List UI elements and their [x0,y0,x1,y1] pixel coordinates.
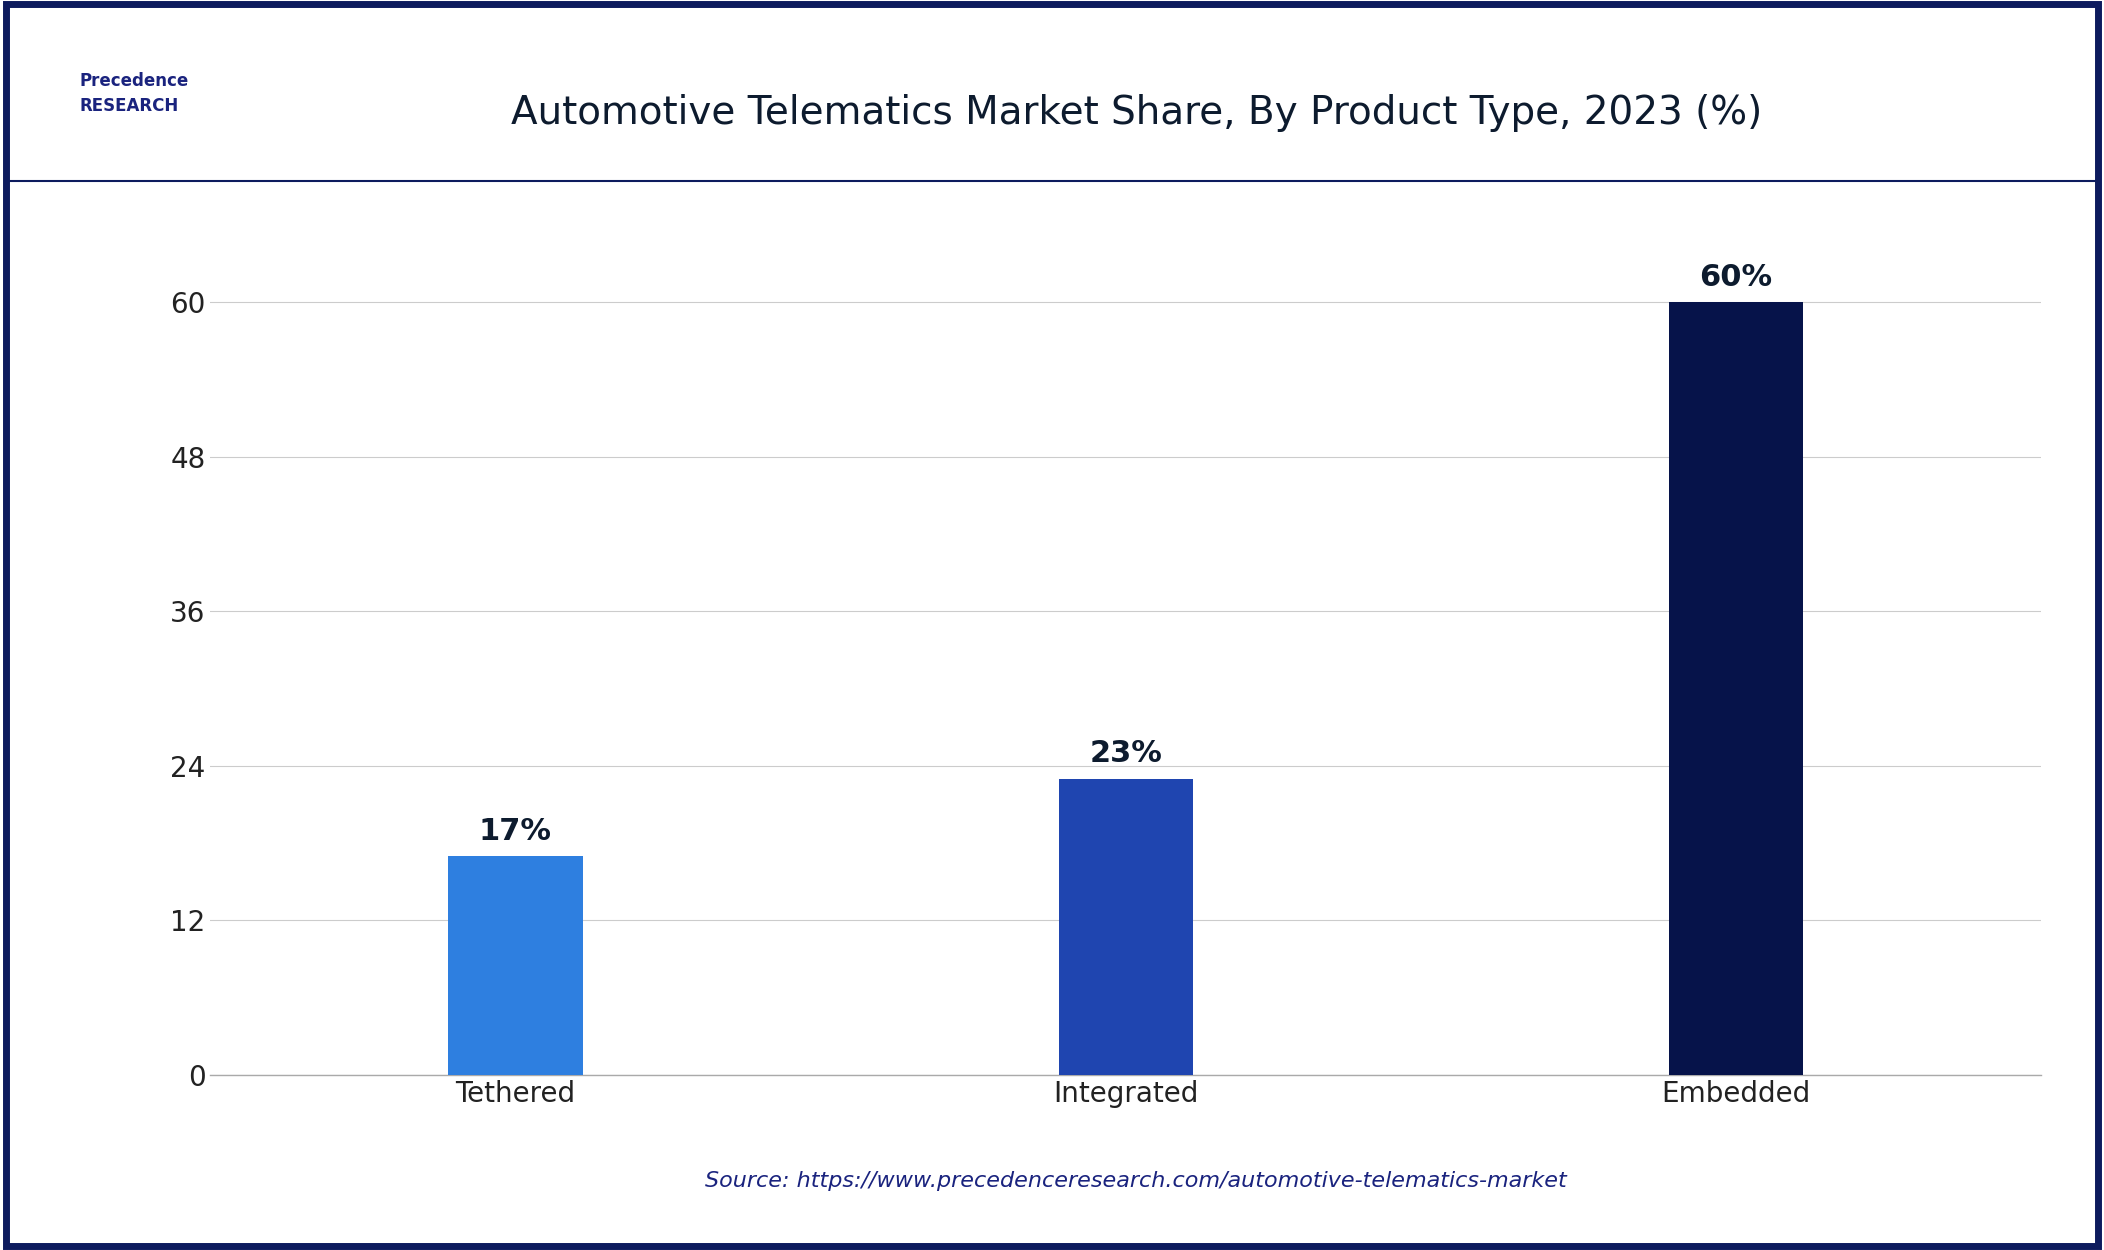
Text: 60%: 60% [1700,262,1772,292]
Text: 23%: 23% [1090,740,1161,769]
Text: Precedence
RESEARCH: Precedence RESEARCH [80,72,189,115]
Bar [448,856,583,1075]
Bar [1058,779,1193,1075]
Bar [1668,302,1803,1075]
Text: Automotive Telematics Market Share, By Product Type, 2023 (%): Automotive Telematics Market Share, By P… [511,94,1761,131]
Text: 17%: 17% [480,816,551,846]
Text: Source: https://www.precedenceresearch.com/automotive-telematics-market: Source: https://www.precedenceresearch.c… [705,1171,1567,1191]
